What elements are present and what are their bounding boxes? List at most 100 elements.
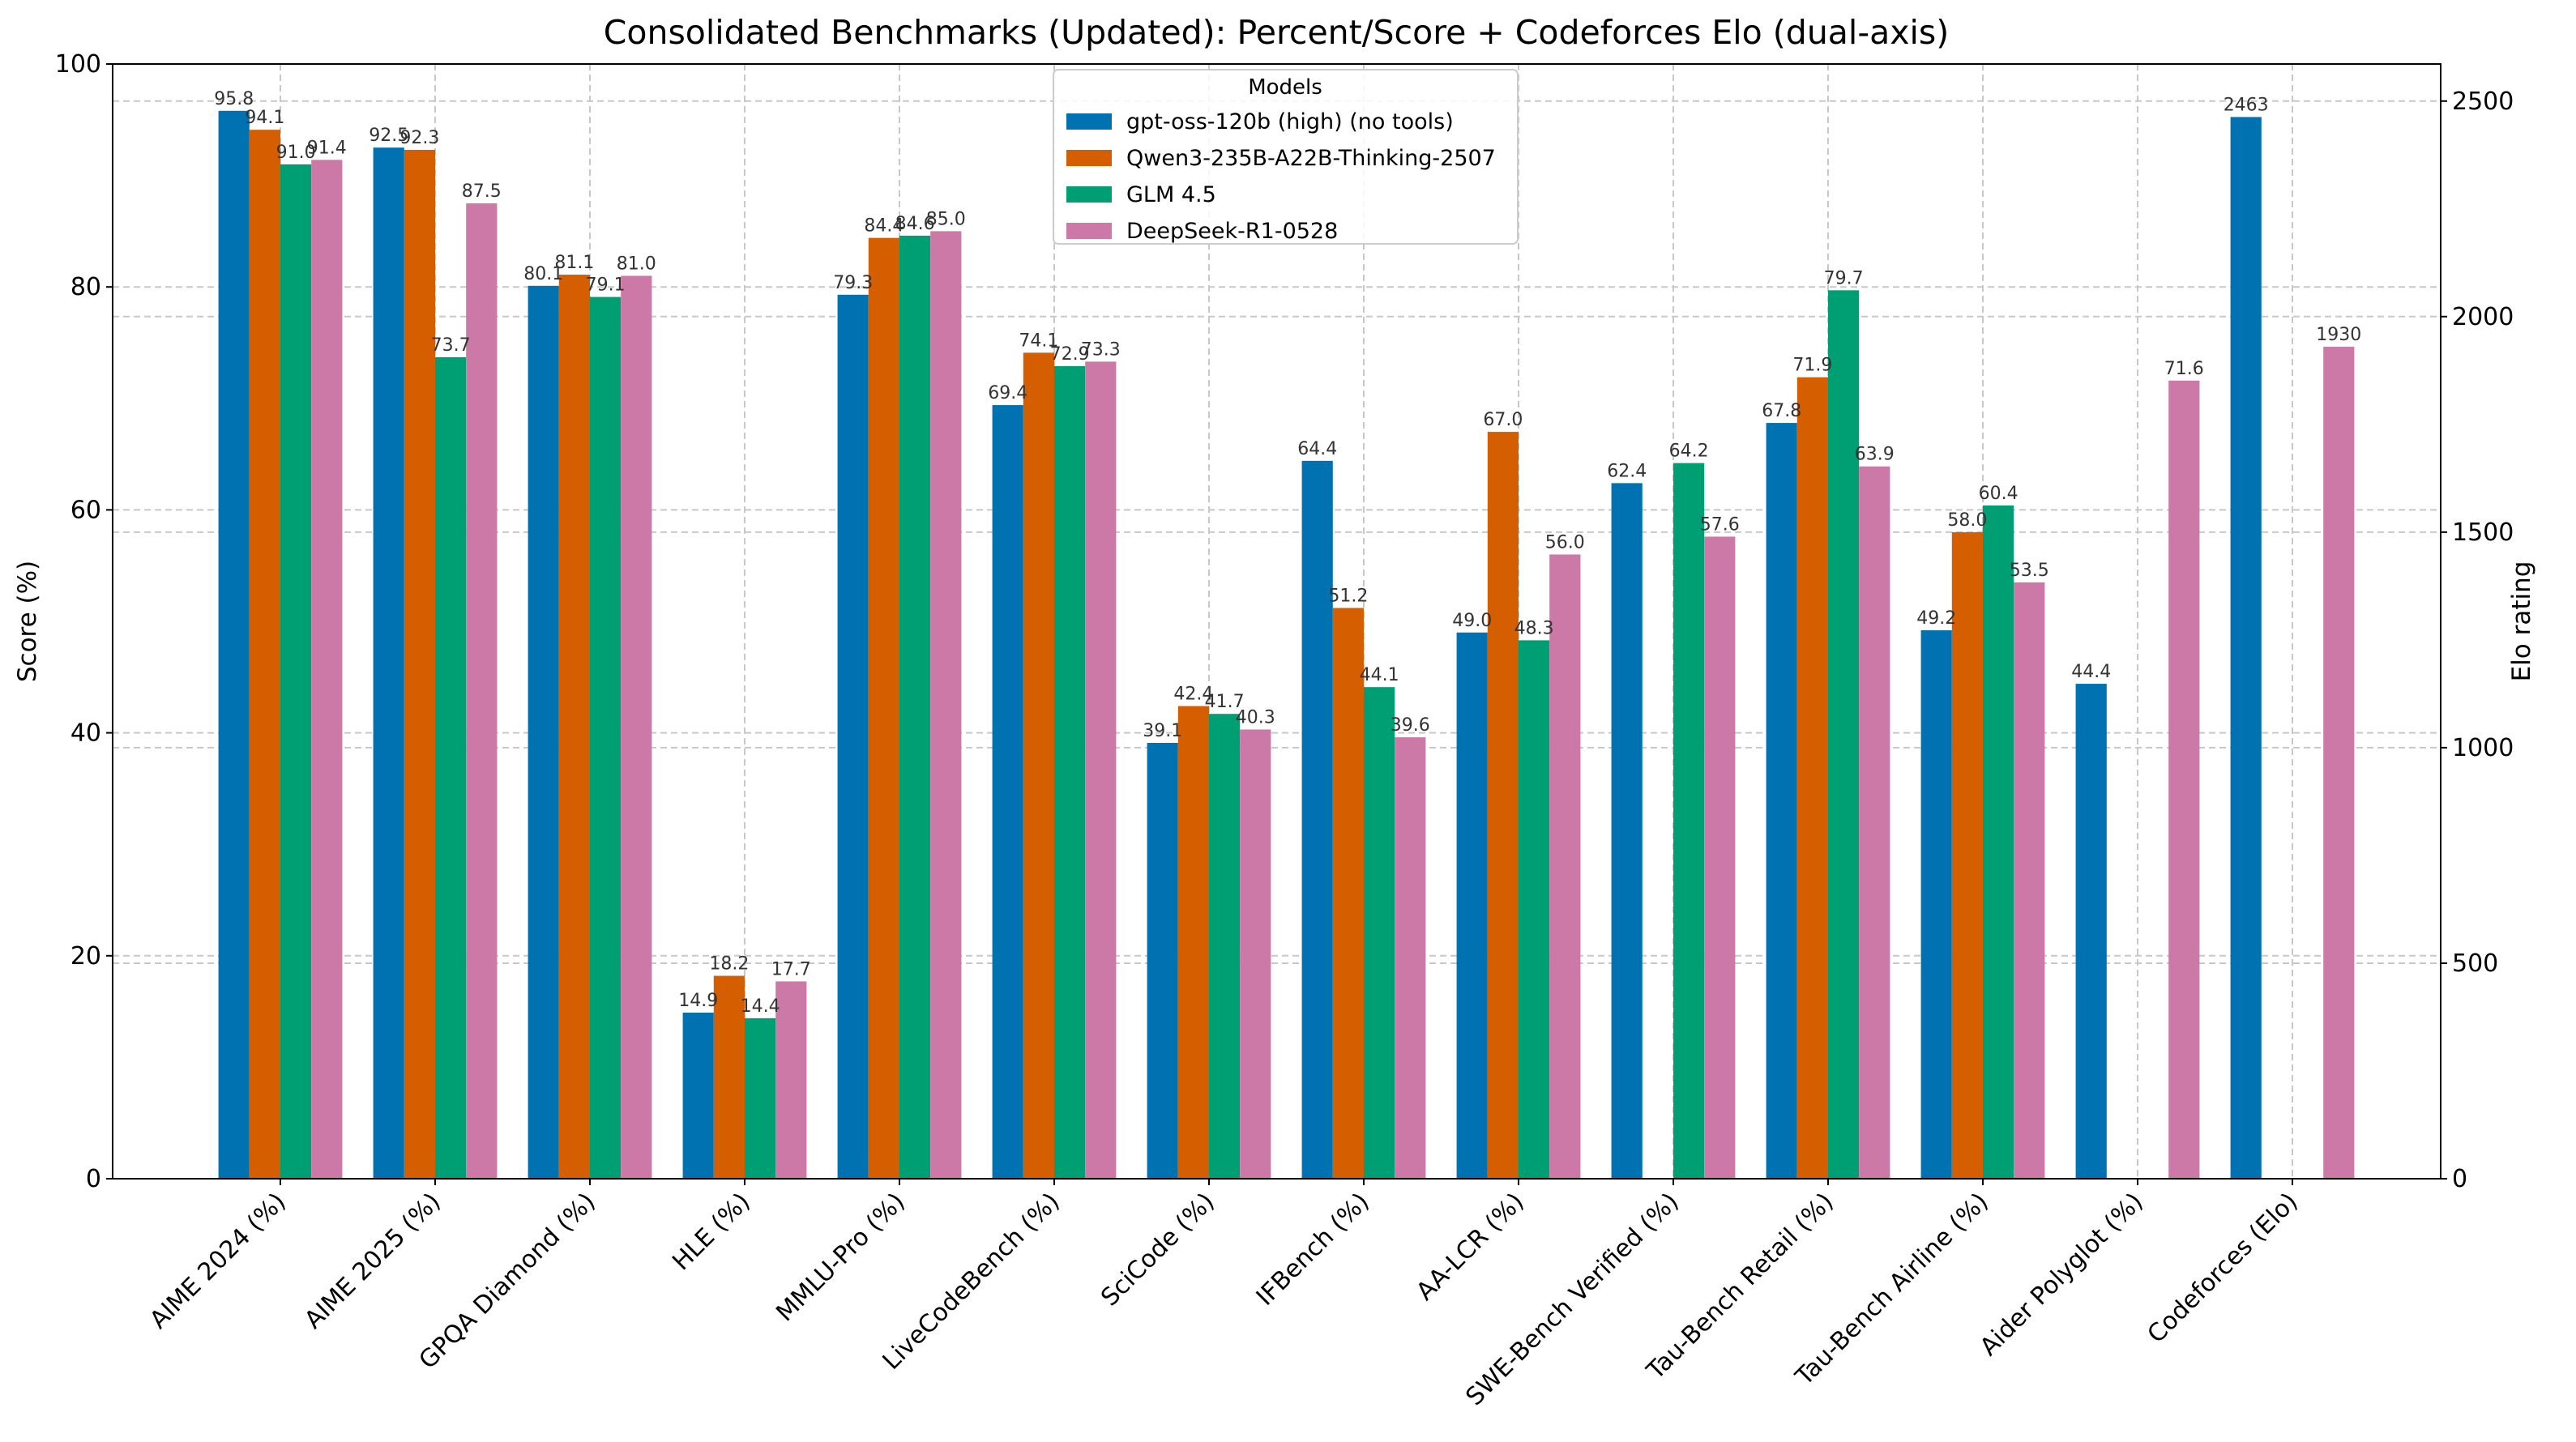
bar	[311, 160, 343, 1180]
bar	[1549, 554, 1581, 1179]
data-label: 71.6	[2164, 359, 2204, 379]
data-label: 64.2	[1669, 442, 1709, 462]
bar	[1147, 742, 1178, 1179]
y-tick-label: 100	[55, 50, 101, 79]
plot-frame	[112, 63, 2441, 1180]
x-tick-label: Aider Polyglot (%)	[1975, 1188, 2149, 1362]
data-label: 85.0	[926, 209, 966, 229]
data-label: 91.4	[307, 138, 347, 158]
bar	[1395, 737, 1426, 1179]
data-label: 60.4	[1979, 484, 2019, 504]
data-label: 44.4	[2071, 662, 2111, 682]
data-label: 79.1	[586, 275, 626, 296]
bar	[682, 1012, 714, 1179]
bar	[1054, 365, 1086, 1179]
bar	[992, 405, 1023, 1179]
y-tick-label: 80	[70, 273, 101, 301]
bar	[1085, 361, 1117, 1180]
data-label: 39.6	[1391, 715, 1430, 736]
data-label: 1930	[2316, 325, 2361, 345]
x-tick-label: IFBench (%)	[1251, 1188, 1375, 1312]
bar	[1240, 729, 1271, 1179]
data-label: 48.3	[1514, 618, 1554, 638]
bar	[1209, 714, 1241, 1179]
y-tick-label: 60	[70, 496, 101, 524]
data-label: 67.8	[1762, 401, 1801, 421]
data-label: 42.4	[1173, 685, 1213, 705]
bar	[1023, 352, 1054, 1179]
bar	[1704, 536, 1736, 1179]
data-label: 57.6	[1700, 514, 1740, 535]
data-label: 79.3	[833, 273, 873, 293]
bar	[466, 203, 498, 1179]
bar	[2168, 380, 2200, 1179]
x-tick-label: AA-LCR (%)	[1411, 1188, 1529, 1306]
bar	[899, 235, 931, 1179]
data-label: 56.0	[1545, 532, 1585, 552]
data-label: 40.3	[1236, 707, 1275, 727]
data-label: 79.7	[1824, 268, 1864, 288]
y2-tick-label: 2000	[2452, 303, 2514, 331]
legend-label: GLM 4.5	[1126, 182, 1216, 207]
data-label: 2463	[2224, 95, 2269, 115]
y2-tick-label: 1500	[2452, 518, 2514, 547]
bar	[1456, 632, 1488, 1179]
y2-tick-label: 1000	[2452, 734, 2514, 762]
bar	[1951, 531, 1983, 1179]
legend-label: gpt-oss-120b (high) (no tools)	[1126, 109, 1454, 134]
bar	[1487, 432, 1519, 1179]
data-label: 17.7	[771, 959, 811, 979]
data-label: 84.6	[895, 214, 935, 234]
legend: Models gpt-oss-120b (high) (no tools) Qwe…	[1053, 69, 1519, 245]
bar	[218, 110, 250, 1180]
y-tick-label: 20	[70, 942, 101, 971]
bar	[2323, 347, 2355, 1179]
bar	[775, 981, 807, 1179]
bar	[280, 164, 312, 1180]
data-label: 62.4	[1607, 461, 1647, 481]
y2-tick-label: 2500	[2452, 87, 2514, 116]
y2-tick-label: 0	[2452, 1165, 2467, 1193]
bar	[2014, 582, 2045, 1179]
bar	[868, 237, 899, 1179]
data-label: 14.9	[678, 991, 718, 1011]
x-tick-label: AIME 2024 (%)	[144, 1188, 291, 1334]
bar	[1983, 505, 2014, 1179]
x-tick-label: SciCode (%)	[1096, 1188, 1220, 1312]
data-label: 51.2	[1328, 586, 1368, 606]
bar	[1673, 463, 1705, 1179]
data-label: 92.3	[399, 128, 439, 148]
bar	[1519, 640, 1550, 1179]
data-label: 73.7	[431, 335, 471, 356]
legend-swatch	[1066, 150, 1112, 166]
bar	[1828, 290, 1860, 1179]
legend-box	[1053, 69, 1519, 245]
bar	[2075, 684, 2107, 1179]
chart-title: Consolidated Benchmarks (Updated): Perce…	[604, 13, 1950, 52]
data-label: 49.0	[1452, 611, 1492, 631]
data-label: 81.1	[554, 253, 594, 273]
data-label: 73.3	[1081, 339, 1121, 360]
y2-tick-label: 500	[2452, 949, 2498, 978]
bar	[2230, 117, 2262, 1180]
x-tick-label: HLE (%)	[667, 1188, 755, 1276]
bar	[1796, 377, 1828, 1179]
data-label: 71.9	[1792, 356, 1832, 376]
data-label: 53.5	[2010, 561, 2049, 581]
data-label: 84.4	[864, 216, 904, 237]
bar	[373, 147, 404, 1180]
data-label: 95.8	[214, 89, 254, 109]
bar	[745, 1018, 776, 1179]
bar	[713, 975, 745, 1179]
y-tick-label: 40	[70, 719, 101, 748]
data-label: 67.0	[1483, 410, 1523, 430]
bar	[1364, 687, 1395, 1179]
data-label: 72.9	[1050, 344, 1090, 365]
legend-swatch	[1066, 223, 1112, 239]
data-label: 49.2	[1916, 608, 1956, 629]
y2-axis-label: Elo rating	[2507, 561, 2536, 682]
x-tick-label: MMLU-Pro (%)	[771, 1188, 910, 1327]
bar	[1332, 608, 1364, 1179]
data-label: 91.0	[276, 143, 316, 163]
legend-swatch	[1066, 186, 1112, 203]
